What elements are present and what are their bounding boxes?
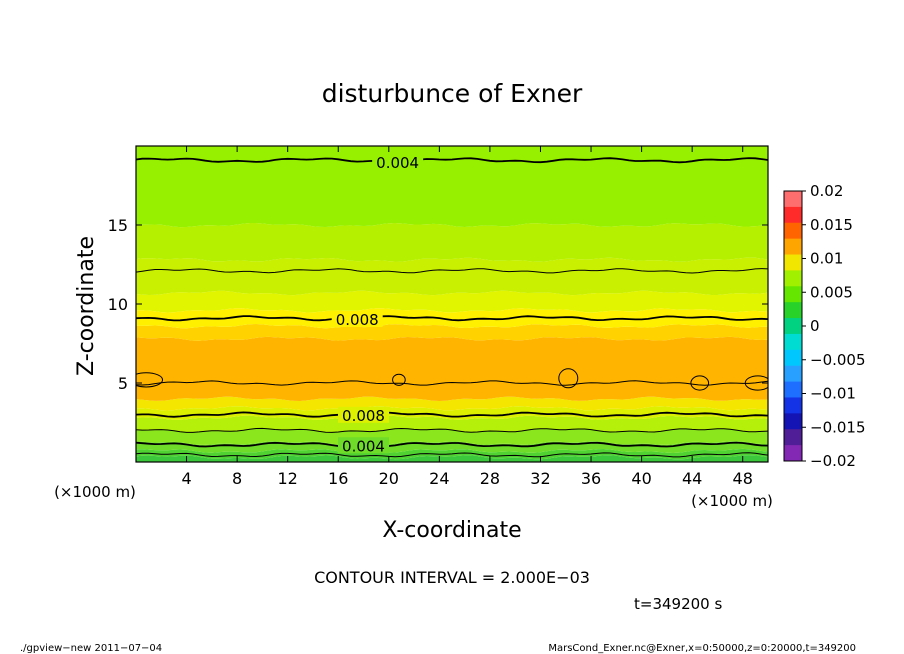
- colorbar-segment: [784, 206, 802, 224]
- colorbar: [783, 190, 803, 462]
- contour-line: [136, 380, 768, 386]
- colorbar-tick-label: 0.005: [810, 283, 853, 301]
- color-band: [136, 257, 768, 296]
- colorbar-segment: [784, 270, 802, 287]
- y-tick-label: 5: [118, 374, 128, 393]
- contour-maximum: [558, 368, 579, 389]
- contour-label: 0.008: [342, 407, 385, 425]
- contour-line: [136, 441, 768, 448]
- x-unit-left: (×1000 m): [54, 483, 136, 501]
- time-stamp: t=349200 s: [634, 595, 722, 613]
- colorbar-segment: [784, 254, 802, 271]
- colorbar-segment: [784, 365, 802, 383]
- color-band: [136, 428, 768, 445]
- colorbar-segment: [784, 381, 802, 398]
- colorbar-segment: [784, 349, 802, 367]
- colorbar-tick-label: 0.015: [810, 216, 853, 234]
- contour-line: [136, 157, 768, 164]
- colorbar-segment: [784, 286, 802, 303]
- footer-left: ./gpview−new 2011−07−04: [20, 643, 162, 654]
- color-band: [136, 290, 768, 313]
- contour-line: [136, 411, 768, 418]
- color-band: [136, 415, 768, 433]
- x-tick-label: 44: [682, 469, 702, 488]
- colorbar-segment: [784, 222, 802, 240]
- colorbar-tick-label: 0: [810, 317, 820, 335]
- contour-label-bg: [331, 310, 383, 327]
- contour-label-bg: [338, 437, 390, 454]
- contour-label-bg: [372, 154, 424, 171]
- x-tick-label: 32: [530, 469, 550, 488]
- colorbar-segment: [784, 397, 802, 414]
- y-axis-ticks: 5 10 15: [108, 216, 768, 393]
- contour-line: [136, 315, 768, 322]
- x-tick-label: 20: [379, 469, 399, 488]
- color-bands: [136, 146, 768, 462]
- x-axis-ticks: 4 8 12 16 20 24 28 32 36 40 44 48: [181, 146, 753, 488]
- plot-area: [136, 146, 768, 462]
- color-band: [136, 336, 768, 401]
- contour-lines: [136, 157, 768, 458]
- contour-labels: 0.004 0.008 0.008 0.004: [331, 154, 424, 455]
- color-band: [136, 455, 768, 462]
- x-axis-label: X-coordinate: [382, 518, 521, 543]
- color-band: [136, 308, 768, 329]
- contour-maximum: [690, 375, 710, 391]
- colorbar-tick-label: 0.02: [810, 182, 843, 200]
- colorbar-segment: [784, 238, 802, 256]
- color-band: [136, 223, 768, 262]
- colorbar-segment: [784, 191, 802, 208]
- x-tick-label: 16: [328, 469, 348, 488]
- x-tick-label: 8: [232, 469, 242, 488]
- colorbar-tick-label: −0.015: [810, 418, 866, 436]
- contour-label: 0.008: [336, 311, 379, 329]
- colorbar-segment: [784, 429, 802, 446]
- colorbar-segment: [784, 302, 802, 319]
- y-tick-label: 10: [108, 295, 128, 314]
- colorbar-tick-label: −0.02: [810, 452, 856, 470]
- x-tick-label: 40: [631, 469, 651, 488]
- contour-label: 0.004: [342, 437, 385, 455]
- contour-interval: CONTOUR INTERVAL = 2.000E−03: [314, 568, 590, 587]
- colorbar-segment: [784, 445, 802, 462]
- colorbar-segment: [784, 413, 802, 430]
- colorbar-tick-label: −0.005: [810, 351, 866, 369]
- colorbar-tick-label: 0.01: [810, 250, 843, 268]
- colorbar-segment: [784, 333, 802, 351]
- contour-maximum: [392, 373, 406, 386]
- x-unit-right: (×1000 m): [691, 492, 773, 510]
- contour-label: 0.004: [376, 154, 419, 172]
- footer-right: MarsCond_Exner.nc@Exner,x=0:50000,z=0:20…: [548, 643, 856, 654]
- x-tick-label: 28: [480, 469, 500, 488]
- contour-label-bg: [338, 406, 390, 423]
- color-band: [136, 396, 768, 411]
- x-tick-label: 48: [733, 469, 753, 488]
- color-band: [136, 324, 768, 341]
- x-tick-label: 4: [181, 469, 191, 488]
- chart-title: disturbunce of Exner: [322, 79, 583, 108]
- x-tick-label: 12: [278, 469, 298, 488]
- colorbar-segment: [784, 318, 802, 335]
- colorbar-ticks: 0.02 0.015 0.01 0.005 0 −0.005 −0.01 −0.015 −0.0…: [802, 182, 866, 470]
- contour-line: [136, 452, 768, 458]
- contour-line: [136, 268, 768, 274]
- color-band: [136, 146, 768, 228]
- contour-line: [136, 427, 768, 433]
- y-axis-label: Z-coordinate: [74, 236, 99, 376]
- y-tick-label: 15: [108, 216, 128, 235]
- x-tick-label: 24: [429, 469, 449, 488]
- colorbar-tick-label: −0.01: [810, 385, 856, 403]
- x-tick-label: 36: [581, 469, 601, 488]
